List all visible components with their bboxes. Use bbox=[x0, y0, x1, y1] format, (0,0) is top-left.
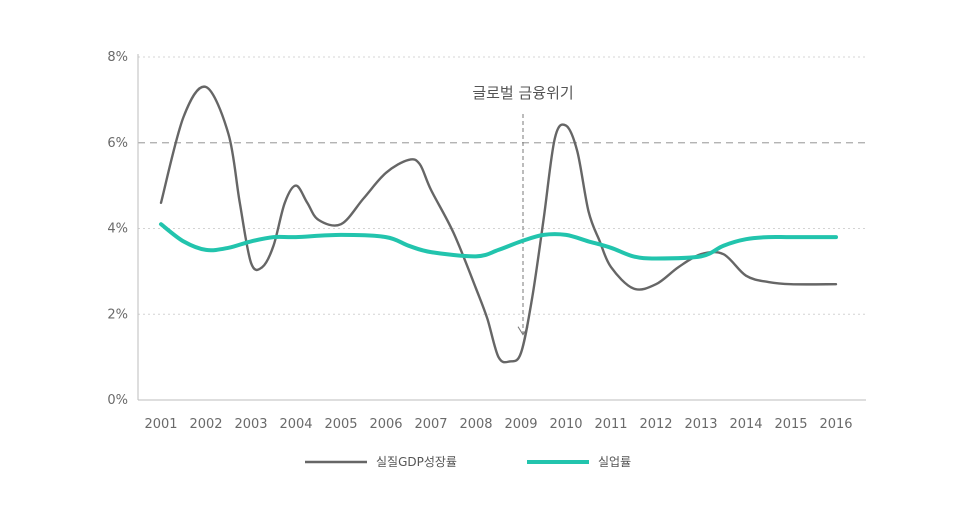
y-tick-label: 4% bbox=[107, 222, 128, 237]
x-tick-label: 2012 bbox=[639, 417, 672, 432]
x-tick-label: 2001 bbox=[144, 417, 177, 432]
x-tick-label: 2009 bbox=[504, 417, 537, 432]
x-tick-label: 2010 bbox=[549, 417, 582, 432]
x-tick-label: 2003 bbox=[234, 417, 267, 432]
y-tick-label: 0% bbox=[107, 393, 128, 408]
series-line-1 bbox=[159, 85, 838, 364]
legend: 실질GDP성장률 실업률 bbox=[305, 455, 631, 469]
x-tick-label: 2005 bbox=[324, 417, 357, 432]
annotation-label: 글로벌 금융위기 bbox=[472, 84, 573, 102]
y-tick-label: 6% bbox=[107, 136, 128, 151]
legend-label: 실업률 bbox=[598, 455, 631, 469]
x-tick-label: 2008 bbox=[459, 417, 492, 432]
x-tick-label: 2013 bbox=[684, 417, 717, 432]
x-tick-label: 2011 bbox=[594, 417, 627, 432]
series bbox=[159, 85, 838, 364]
y-tick-label: 2% bbox=[107, 307, 128, 322]
grid bbox=[138, 56, 866, 315]
x-tick-label: 2002 bbox=[189, 417, 222, 432]
annotation: 글로벌 금융위기 bbox=[472, 84, 574, 336]
x-tick-label: 2004 bbox=[279, 417, 312, 432]
x-tick-label: 2014 bbox=[729, 417, 762, 432]
x-tick-label: 2016 bbox=[819, 417, 852, 432]
axes: 0% 2% 4% 6% 8% 2001 2002 2003 2004 2005 2006 2007 20… bbox=[107, 50, 866, 432]
legend-label: 실질GDP성장률 bbox=[376, 455, 457, 469]
x-tick-label: 2015 bbox=[774, 417, 807, 432]
x-tick-label: 2007 bbox=[414, 417, 447, 432]
series-line-2 bbox=[159, 222, 838, 261]
x-tick-label: 2006 bbox=[369, 417, 402, 432]
y-tick-label: 8% bbox=[107, 50, 128, 65]
